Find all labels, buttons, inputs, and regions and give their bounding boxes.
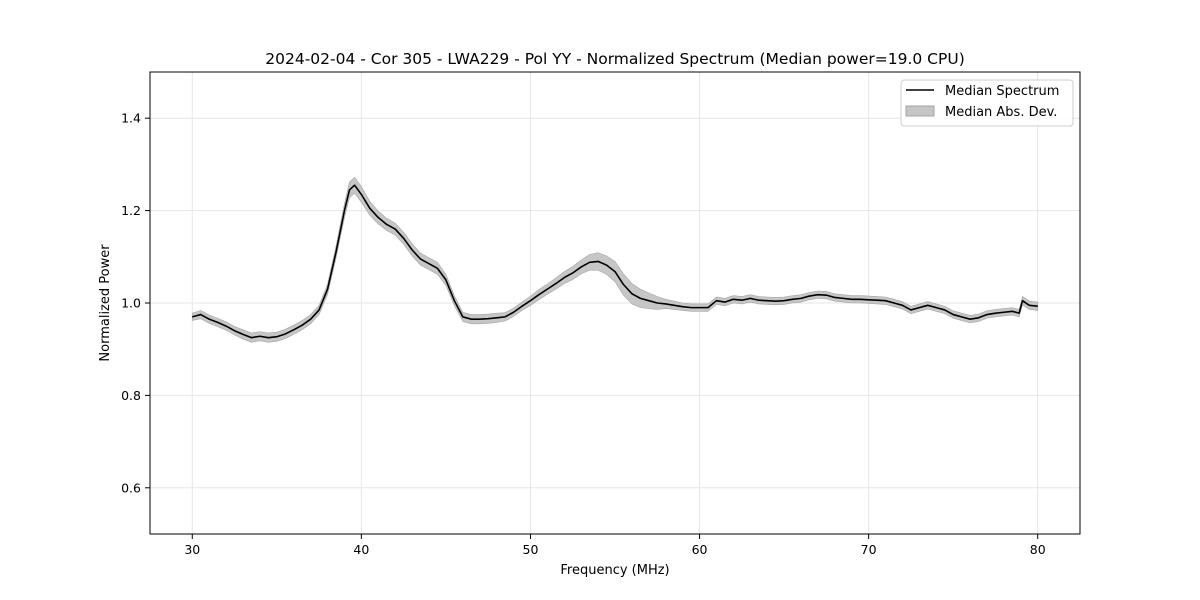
chart-title: 2024-02-04 - Cor 305 - LWA229 - Pol YY -… [265,50,965,68]
x-tick-label: 70 [861,542,877,557]
y-tick-label: 1.0 [121,296,141,311]
y-tick-label: 1.2 [121,203,141,218]
legend-label-median-abs-dev: Median Abs. Dev. [945,105,1057,120]
x-tick-label: 50 [523,542,539,557]
legend: Median Spectrum Median Abs. Dev. [900,79,1074,127]
median-spectrum-line [192,184,1038,339]
mad-band [191,176,1039,343]
x-axis-ticks: 30 40 50 60 70 80 [184,534,1046,557]
x-tick-label: 40 [353,542,369,557]
x-axis-label: Frequency (MHz) [560,563,669,578]
x-tick-label: 60 [692,542,708,557]
y-tick-label: 1.4 [121,111,141,126]
y-tick-label: 0.8 [121,388,141,403]
legend-box [900,79,1074,127]
y-axis-label: Normalized Power [98,244,113,362]
median-spectrum-path [192,184,1038,339]
x-tick-label: 30 [184,542,200,557]
legend-label-median-spectrum: Median Spectrum [945,84,1059,99]
x-tick-label: 80 [1030,542,1046,557]
mad-band-area [191,176,1039,343]
y-tick-label: 0.6 [121,480,141,495]
y-axis-ticks: 0.6 0.8 1.0 1.2 1.4 [121,111,150,495]
legend-band-swatch [905,105,935,117]
